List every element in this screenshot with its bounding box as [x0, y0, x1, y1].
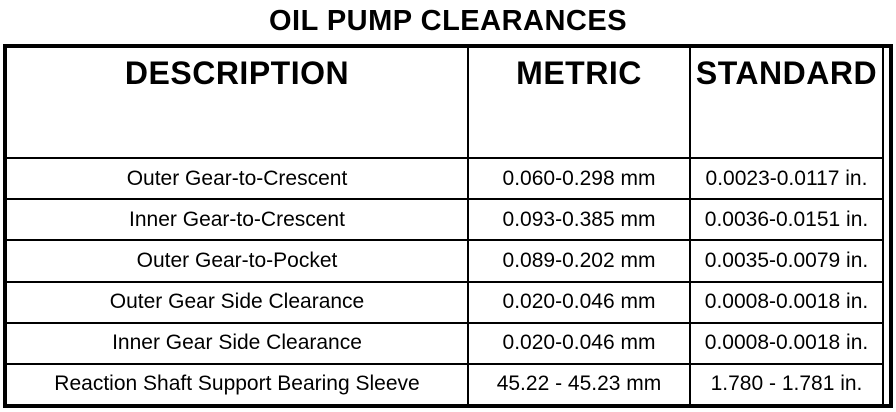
cell-metric: 0.020-0.046 mm — [467, 321, 691, 365]
table-row: Outer Gear-to-Crescent 0.060-0.298 mm 0.… — [7, 156, 884, 201]
table-header: DESCRIPTION METRIC STANDARD — [7, 48, 884, 158]
column-header-metric: METRIC — [467, 48, 691, 158]
cell-metric: 45.22 - 45.23 mm — [467, 362, 691, 404]
cell-standard: 0.0035-0.0079 in. — [689, 239, 884, 283]
header-row: DESCRIPTION METRIC STANDARD — [7, 48, 884, 158]
table-row: Inner Gear Side Clearance 0.020-0.046 mm… — [7, 321, 884, 365]
table-row: Inner Gear-to-Crescent 0.093-0.385 mm 0.… — [7, 198, 884, 242]
clearance-table: DESCRIPTION METRIC STANDARD Outer Gear-t… — [7, 48, 884, 404]
cell-standard: 0.0023-0.0117 in. — [689, 156, 884, 201]
cell-metric: 0.093-0.385 mm — [467, 198, 691, 242]
table-row: Outer Gear-to-Pocket 0.089-0.202 mm 0.00… — [7, 239, 884, 283]
table-body: Outer Gear-to-Crescent 0.060-0.298 mm 0.… — [7, 156, 884, 404]
cell-standard: 0.0036-0.0151 in. — [689, 198, 884, 242]
page-title: OIL PUMP CLEARANCES — [268, 5, 628, 37]
column-header-standard: STANDARD — [689, 48, 884, 158]
cell-metric: 0.089-0.202 mm — [467, 239, 691, 283]
cell-description: Outer Gear Side Clearance — [7, 280, 469, 324]
cell-description: Inner Gear-to-Crescent — [7, 198, 469, 242]
cell-standard: 1.780 - 1.781 in. — [689, 362, 884, 404]
column-header-description: DESCRIPTION — [7, 48, 469, 158]
table-outer-frame: DESCRIPTION METRIC STANDARD Outer Gear-t… — [3, 44, 893, 408]
cell-description: Outer Gear-to-Crescent — [7, 156, 469, 201]
cell-metric: 0.020-0.046 mm — [467, 280, 691, 324]
cell-description: Outer Gear-to-Pocket — [7, 239, 469, 283]
cell-metric: 0.060-0.298 mm — [467, 156, 691, 201]
cell-standard: 0.0008-0.0018 in. — [689, 321, 884, 365]
cell-description: Reaction Shaft Support Bearing Sleeve — [7, 362, 469, 404]
table-row: Outer Gear Side Clearance 0.020-0.046 mm… — [7, 280, 884, 324]
table-row: Reaction Shaft Support Bearing Sleeve 45… — [7, 362, 884, 404]
cell-standard: 0.0008-0.0018 in. — [689, 280, 884, 324]
cell-description: Inner Gear Side Clearance — [7, 321, 469, 365]
